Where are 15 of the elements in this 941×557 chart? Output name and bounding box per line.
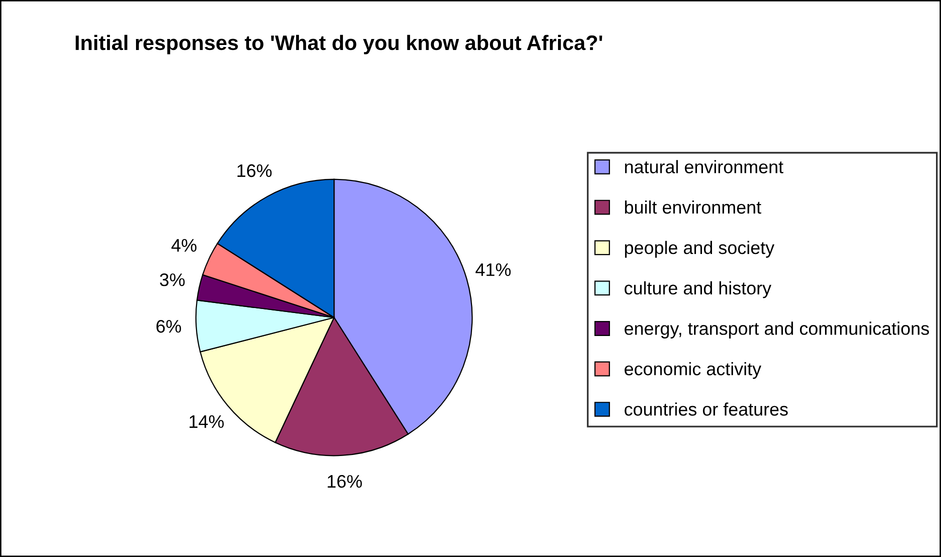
data-label: 6%	[156, 320, 182, 333]
data-label: 41%	[476, 263, 511, 276]
legend-label: culture and history	[624, 281, 772, 298]
legend-label: people and society	[625, 240, 774, 258]
legend-label: countries or features	[624, 402, 788, 416]
data-label: 4%	[171, 239, 196, 252]
data-label: 16%	[238, 164, 272, 178]
data-label: 16%	[328, 474, 362, 488]
legend-label: built environment	[625, 200, 762, 214]
data-label: 3%	[160, 273, 185, 286]
legend-label: energy, transport and communications	[624, 322, 929, 339]
legend-label: natural environment	[625, 160, 784, 174]
data-label: 14%	[190, 415, 224, 428]
legend-label: economic activity	[624, 362, 762, 379]
chart-title: Initial responses to 'What do you know about Africa?'	[76, 34, 602, 54]
